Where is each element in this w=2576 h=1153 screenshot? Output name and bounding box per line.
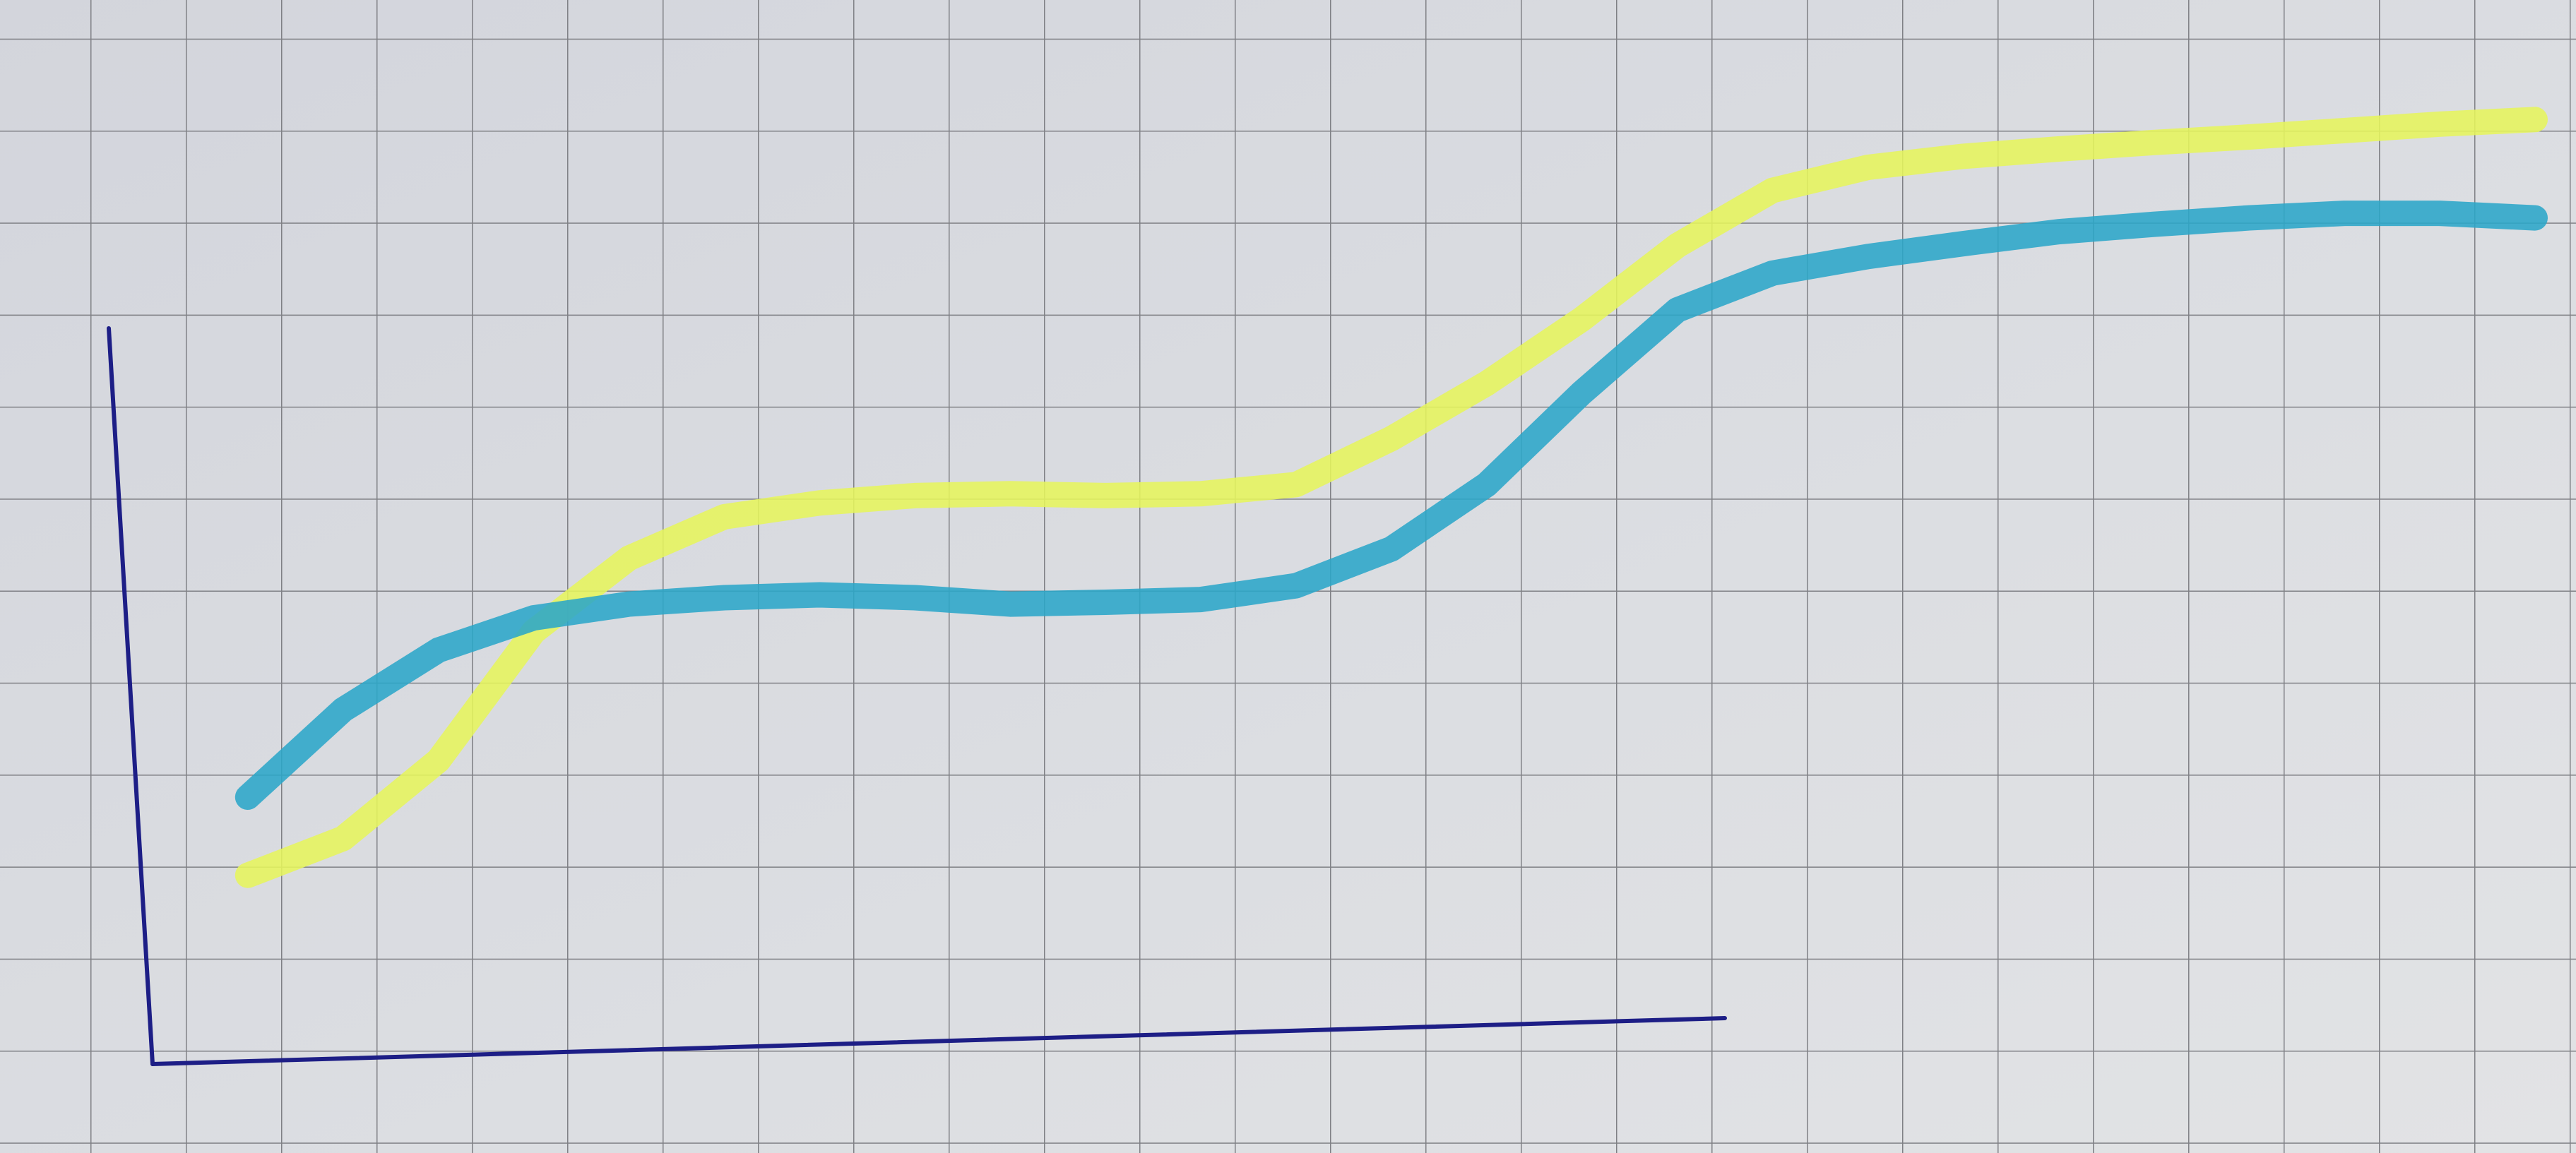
x-axis xyxy=(150,1016,1727,1066)
series-line xyxy=(235,201,2548,810)
lines xyxy=(235,107,2548,888)
y-axis xyxy=(107,326,155,1066)
series-line xyxy=(235,107,2548,888)
